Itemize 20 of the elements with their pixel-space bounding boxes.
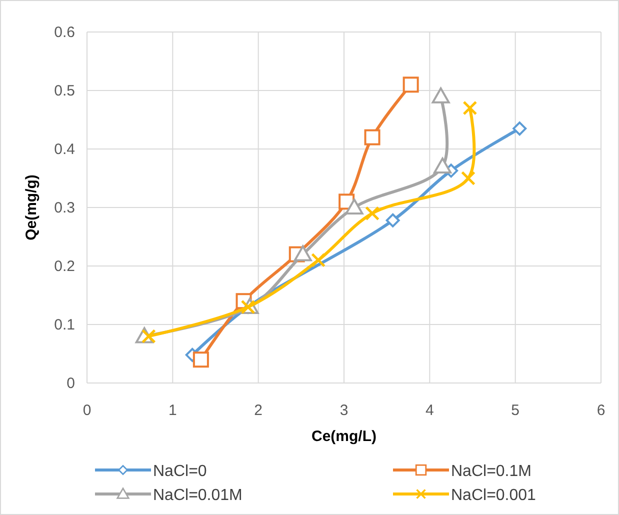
y-axis-title: Qe(mg/g): [23, 174, 40, 240]
y-tick-label: 0.1: [54, 316, 75, 334]
legend-label: NaCl=0: [153, 463, 207, 480]
x-tick-label: 1: [168, 402, 177, 419]
x-tick-label: 0: [82, 402, 92, 419]
x-tick-label: 2: [254, 402, 263, 419]
legend-label: NaCl=0.01M: [153, 487, 242, 504]
legend-label: NaCl=0.1M: [451, 463, 532, 480]
y-tick-label: 0.6: [54, 24, 75, 41]
legend-label: NaCl=0.001: [451, 487, 536, 504]
y-tick-label: 0.3: [54, 200, 75, 216]
y-tick-label: 0.5: [54, 82, 75, 100]
x-tick-label: 5: [511, 402, 520, 419]
x-tick-label: 3: [340, 402, 348, 419]
y-tick-label: 0: [66, 375, 75, 392]
x-axis-title: Ce(mg/L): [312, 428, 376, 445]
x-tick-label: 6: [596, 402, 606, 419]
y-tick-label: 0.2: [54, 258, 75, 275]
y-tick-label: 0.4: [54, 141, 75, 158]
x-tick-label: 4: [425, 402, 434, 419]
